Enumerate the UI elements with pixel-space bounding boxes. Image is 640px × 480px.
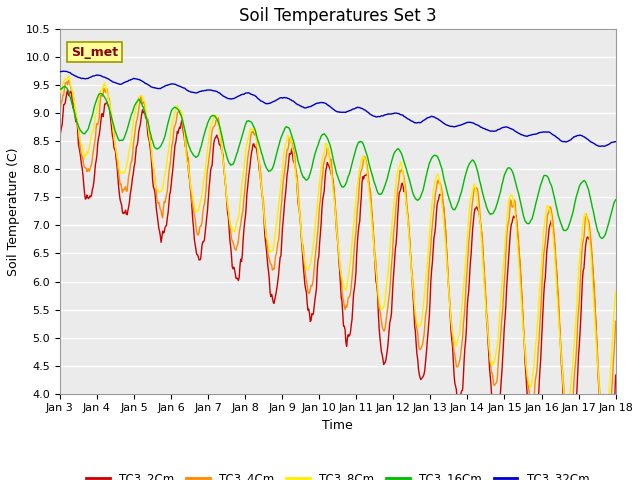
Y-axis label: Soil Temperature (C): Soil Temperature (C) [7, 147, 20, 276]
Title: Soil Temperatures Set 3: Soil Temperatures Set 3 [239, 7, 436, 25]
Text: SI_met: SI_met [71, 46, 118, 59]
Legend: TC3_2Cm, TC3_4Cm, TC3_8Cm, TC3_16Cm, TC3_32Cm: TC3_2Cm, TC3_4Cm, TC3_8Cm, TC3_16Cm, TC3… [81, 467, 594, 480]
X-axis label: Time: Time [323, 419, 353, 432]
